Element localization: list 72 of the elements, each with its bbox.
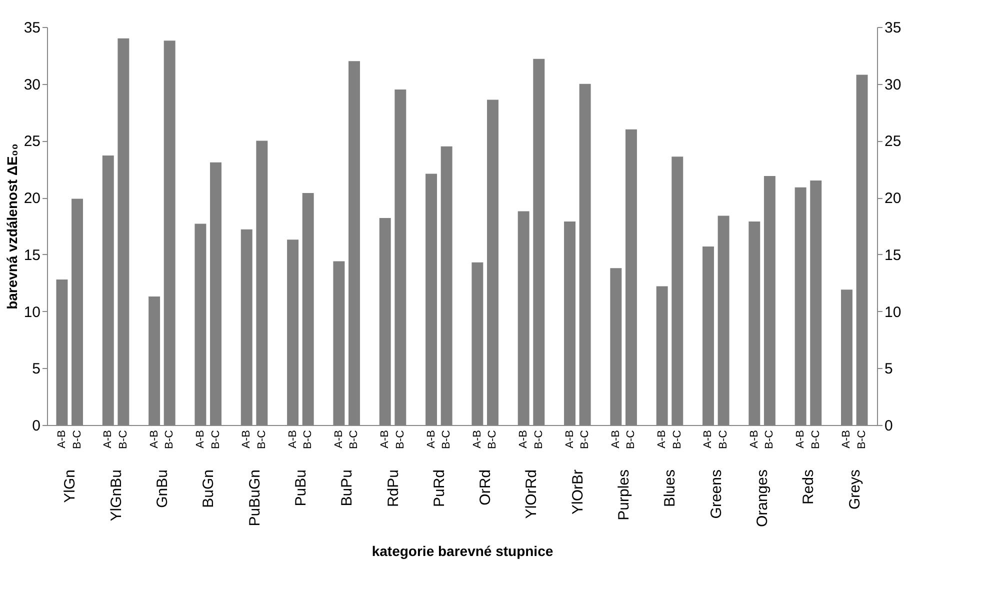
- text: A-B: [56, 430, 68, 448]
- x-tick-label: RdPu: [384, 470, 402, 508]
- text: A-B: [518, 430, 530, 448]
- x-axis-title: kategorie barevné stupnice: [372, 543, 554, 560]
- x-tick-label: YlOrRd: [523, 470, 540, 519]
- x-tick-label: GnBu: [154, 470, 171, 508]
- text: B-C: [671, 430, 684, 449]
- y-tick-label: 5: [32, 360, 40, 378]
- y2-tick-label: 20: [884, 190, 902, 208]
- text: A-B: [840, 430, 853, 448]
- text: B-C: [302, 430, 314, 449]
- text: B-C: [625, 430, 638, 449]
- x-tick-label: OrRd: [477, 470, 494, 506]
- x-tick-label: Greys: [846, 470, 864, 510]
- y-tick-label: 20: [24, 190, 40, 208]
- text: B-C: [579, 430, 592, 449]
- x-tick-label: BuPu: [338, 470, 356, 506]
- text: A-B: [471, 430, 484, 448]
- text: A-B: [748, 430, 760, 448]
- text: B-C: [440, 430, 453, 449]
- text: A-B: [794, 430, 807, 448]
- text: B-C: [532, 430, 545, 449]
- text: B-C: [486, 430, 499, 449]
- y-tick-label: 0: [32, 418, 40, 434]
- y2-tick-label: 30: [884, 76, 902, 94]
- y-tick-label: 10: [24, 304, 40, 321]
- text: A-B: [148, 430, 160, 448]
- y2-tick-label: 35: [884, 20, 902, 36]
- y-tick-label: 15: [24, 246, 40, 264]
- text: A-B: [610, 430, 622, 448]
- y-tick-label: 35: [24, 20, 40, 36]
- text: B-C: [71, 430, 84, 449]
- y-tick-label: 30: [24, 76, 40, 94]
- x-tick-label: YlOrBr: [569, 469, 586, 514]
- y2-tick-label: 0: [884, 418, 893, 434]
- text: A-B: [702, 430, 714, 448]
- text: B-C: [718, 430, 730, 449]
- y2-tick-label: 10: [884, 304, 902, 321]
- x-tick-label: PuBu: [292, 470, 310, 506]
- x-tick-label: Purples: [616, 470, 633, 520]
- text: A-B: [656, 430, 668, 448]
- y2-tick-label: 15: [884, 246, 902, 264]
- y-tick-label: 25: [24, 133, 40, 150]
- text: B-C: [348, 430, 360, 449]
- text: A-B: [379, 430, 392, 448]
- text: B-C: [394, 430, 406, 449]
- y2-tick-label: 5: [884, 360, 893, 378]
- text: A-B: [564, 430, 576, 448]
- text: A-B: [286, 430, 299, 448]
- text: A-B: [194, 430, 206, 448]
- x-tick-label: Greens: [708, 470, 725, 519]
- text: B-C: [856, 430, 868, 449]
- text: B-C: [117, 430, 130, 449]
- x-tick-label: Oranges: [754, 470, 772, 528]
- text: A-B: [102, 430, 114, 448]
- x-tick-label: Blues: [662, 470, 679, 508]
- x-tick-label: YlGnBu: [108, 470, 125, 522]
- text: A-B: [240, 430, 253, 448]
- y-axis-title: barevná vzdálenost ΔE₀₀: [4, 144, 20, 310]
- text: B-C: [164, 430, 176, 449]
- y2-tick-label: 25: [884, 133, 902, 150]
- text: A-B: [425, 430, 438, 448]
- text: A-B: [332, 430, 345, 448]
- text: B-C: [256, 430, 268, 449]
- x-tick-label: PuBuGn: [246, 470, 264, 526]
- x-tick-label: YlGn: [62, 470, 79, 503]
- x-tick-label: PuRd: [430, 470, 448, 508]
- text: B-C: [810, 430, 822, 449]
- text: B-C: [764, 430, 776, 449]
- text: B-C: [210, 430, 222, 449]
- x-tick-label: Reds: [800, 470, 818, 505]
- x-tick-label: BuGn: [200, 470, 218, 508]
